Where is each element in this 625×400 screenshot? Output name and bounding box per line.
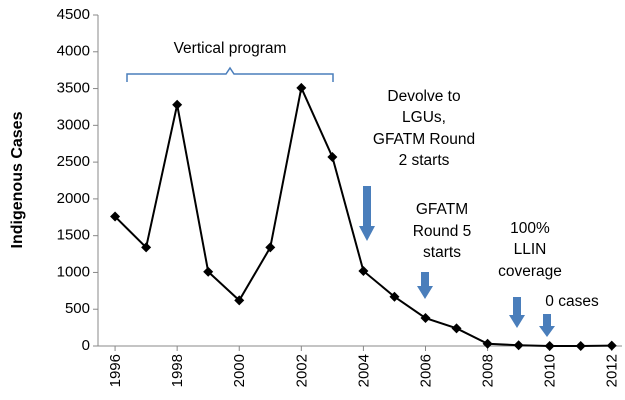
annotation: GFATM Round <box>373 131 475 148</box>
annotation: Round 5 <box>413 223 472 240</box>
y-tick-label: 2500 <box>57 153 90 170</box>
point <box>482 338 493 349</box>
x-tick-label: 2006 <box>417 354 434 387</box>
y-tick-label: 1500 <box>57 227 90 244</box>
arrows <box>359 186 555 337</box>
point <box>389 291 400 302</box>
annotation: 100% <box>510 220 550 237</box>
x-tick-label: 2004 <box>355 354 372 387</box>
y-tick-label: 1000 <box>57 263 90 280</box>
x-tick-label: 2008 <box>480 354 497 387</box>
y-tick-label: 500 <box>65 300 90 317</box>
annotation: Vertical program <box>174 40 287 57</box>
point <box>141 242 152 253</box>
point <box>544 341 555 351</box>
annotation: starts <box>423 244 461 261</box>
y-axis-label: Indigenous Cases <box>9 111 26 248</box>
x-tick-label: 2002 <box>293 354 310 387</box>
y-tick-label: 0 <box>82 337 90 354</box>
point <box>575 341 586 351</box>
x-tick-label: 2010 <box>542 354 559 387</box>
x-tick-label: 2012 <box>604 354 621 387</box>
annotation: GFATM <box>416 201 468 218</box>
y-tick-label: 3000 <box>57 116 90 133</box>
arrow <box>509 297 525 328</box>
arrow <box>417 272 433 299</box>
y-tick-label: 3500 <box>57 80 90 97</box>
annotation: 2 starts <box>399 152 450 169</box>
point <box>110 211 121 222</box>
x-tick-label: 1996 <box>107 354 124 387</box>
arrow <box>359 186 375 241</box>
annotation: LLIN <box>514 241 547 258</box>
brace <box>126 66 334 82</box>
annotation: 0 cases <box>545 293 599 310</box>
y-tick-label: 4500 <box>57 6 90 23</box>
point <box>420 313 431 324</box>
point <box>296 82 307 93</box>
arrow <box>539 314 555 337</box>
annotation: LGUs, <box>402 109 446 126</box>
point <box>265 242 276 253</box>
point <box>606 340 617 351</box>
x-tick-label: 1998 <box>169 354 186 387</box>
point <box>513 340 524 351</box>
y-tick-label: 2000 <box>57 190 90 207</box>
y-tick-label: 4000 <box>57 43 90 60</box>
point <box>327 151 338 162</box>
point <box>172 99 183 110</box>
annotation: coverage <box>498 263 562 280</box>
point <box>451 323 462 334</box>
point <box>234 295 245 306</box>
annotation: Devolve to <box>387 88 460 105</box>
x-tick-label: 2000 <box>231 354 248 387</box>
point <box>358 265 369 276</box>
point <box>203 266 214 277</box>
